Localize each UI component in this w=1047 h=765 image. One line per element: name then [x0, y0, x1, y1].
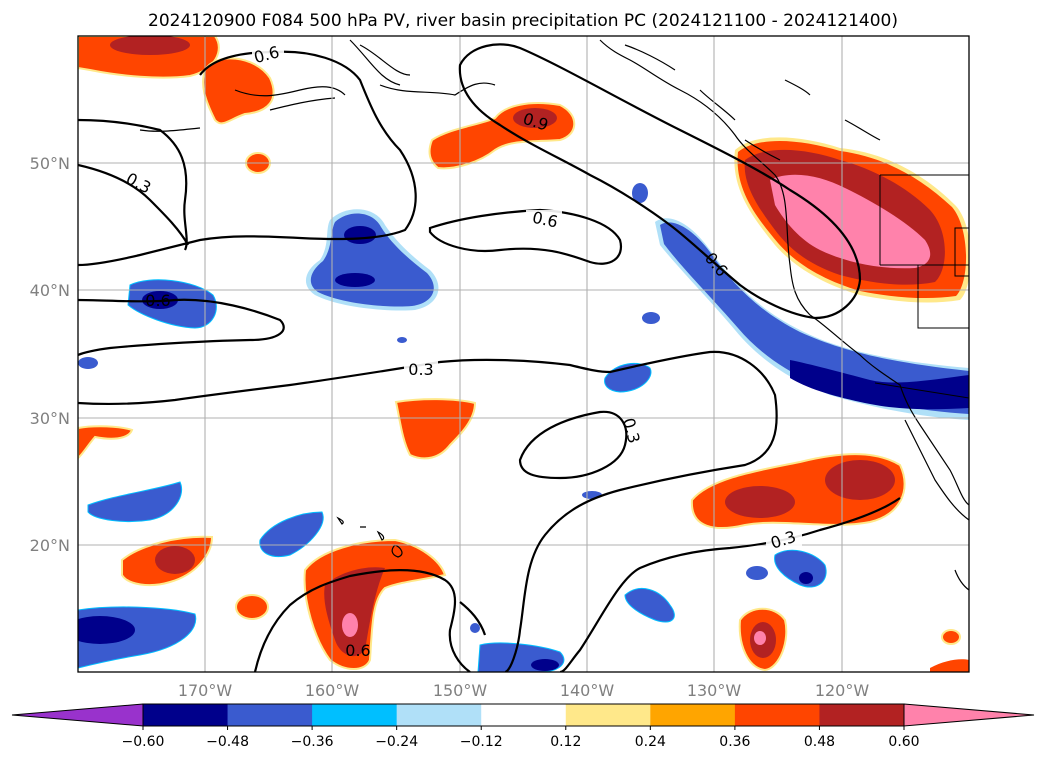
lat-label: 50°N [30, 154, 70, 173]
lat-label: 30°N [30, 409, 70, 428]
contour-label: 0.3 [408, 360, 433, 379]
coastlines [139, 39, 969, 591]
lon-label: 140°W [560, 681, 615, 700]
colorbar-tick-label: 0.24 [635, 734, 666, 750]
latitude-labels: 50°N 40°N 30°N 20°N [30, 154, 70, 555]
colorbar-extend-max [903, 703, 1035, 727]
colorbar-tick-label: 0.36 [719, 734, 750, 750]
colorbar-bin [565, 704, 651, 726]
state-borders [874, 174, 969, 399]
lat-label: 20°N [30, 536, 70, 555]
colorbar-bin [227, 704, 313, 726]
colorbar-tick-label: −0.60 [122, 734, 165, 750]
contour-label: 0.6 [345, 641, 370, 660]
lon-label: 130°W [687, 681, 742, 700]
colorbar-tick-label: 0.48 [804, 734, 835, 750]
colorbar-tick-label: 0.60 [888, 734, 919, 750]
colorbar-frame [142, 703, 905, 727]
colorbar-ticks: −0.60 −0.48 −0.36 −0.24 −0.12 0.12 0.24 0.36 0.4… [122, 726, 920, 750]
contour-label: 0.6 [531, 208, 560, 232]
lon-label: 170°W [178, 681, 233, 700]
colorbar-bin [396, 704, 482, 726]
positive-anomaly-shading [78, 36, 969, 672]
lat-label: 40°N [30, 281, 70, 300]
pv-contours [78, 43, 901, 672]
longitude-labels: 170°W 160°W 150°W 140°W 130°W 120°W [178, 681, 870, 700]
colorbar-extend-min [11, 703, 144, 727]
colorbar-bin [650, 704, 736, 726]
colorbar-bin [312, 704, 398, 726]
colorbar-bin [734, 704, 820, 726]
colorbar-bin [143, 704, 229, 726]
lon-label: 160°W [305, 681, 360, 700]
colorbar-tick-label: −0.36 [291, 734, 334, 750]
gridlines [78, 36, 969, 672]
colorbar [11, 703, 1035, 727]
colorbar-tick-label: −0.48 [206, 734, 249, 750]
colorbar-bin [481, 704, 567, 726]
colorbar-tick-label: 0.12 [550, 734, 581, 750]
lon-label: 150°W [433, 681, 488, 700]
map-title: 2024120900 F084 500 hPa PV, river basin … [148, 11, 898, 31]
lon-label: 120°W [815, 681, 870, 700]
map-frame [77, 35, 970, 673]
colorbar-tick-label: −0.24 [375, 734, 418, 750]
colorbar-tick-label: −0.12 [460, 734, 503, 750]
colorbar-bin [819, 704, 905, 726]
negative-anomaly-shading [78, 183, 969, 672]
map-content: 0.6 0.3 0.9 0.6 0.6 0.6 0.3 0.3 0.3 0.6 [78, 36, 969, 672]
contour-label: 0.6 [145, 291, 170, 310]
